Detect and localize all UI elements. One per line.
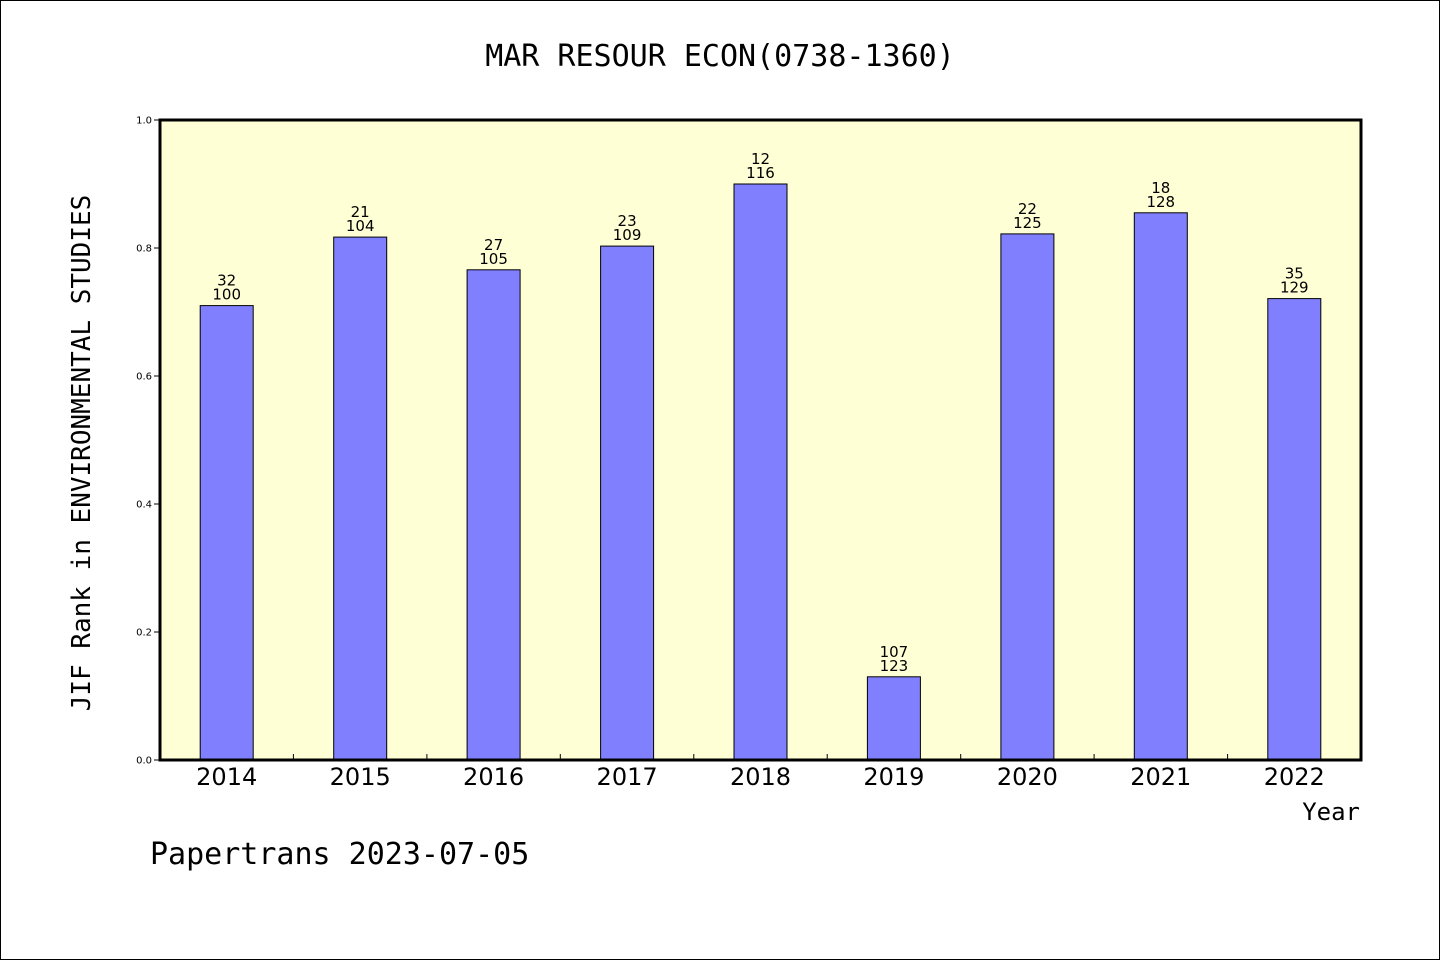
x-tick-label-2019: 2019 [863, 763, 924, 791]
x-tick-label-2016: 2016 [463, 763, 524, 791]
y-tick-label: 0.6 [136, 372, 152, 383]
data-label-rank-2022: 35 [1285, 265, 1304, 283]
data-label-rank-2017: 23 [618, 212, 637, 230]
footer-credit: Papertrans 2023-07-05 [150, 837, 529, 872]
bars-layer [199, 183, 1322, 761]
y-tick-label: 0.8 [136, 244, 152, 255]
y-axis-label: JIF Rank in ENVIRONMENTAL STUDIES [67, 195, 97, 712]
bar-2015 [333, 236, 388, 761]
data-label-rank-2016: 27 [484, 236, 503, 254]
x-tick-label-2018: 2018 [730, 763, 791, 791]
data-label-total-2017: 109 [613, 226, 642, 244]
bar-2018 [733, 183, 788, 761]
x-axis: 2014 2015 2016 2017 2018 2019 2020 2021 2022 [196, 754, 1325, 791]
y-tick-label: 1.0 [136, 116, 152, 127]
data-label-rank-2019: 107 [880, 643, 909, 661]
data-label-total-2015: 104 [346, 217, 375, 235]
bar-2021 [1133, 212, 1188, 761]
y-axis: 0.0 0.2 0.4 0.6 0.8 1.0 [136, 116, 160, 767]
bar-2017 [600, 245, 655, 761]
data-label-total-2016: 105 [479, 250, 508, 268]
bar-2016 [466, 269, 521, 761]
x-tick-label-2020: 2020 [997, 763, 1058, 791]
plot-border [158, 118, 1363, 762]
data-label-rank-2015: 21 [351, 203, 370, 221]
data-label-rank-2014: 32 [217, 272, 236, 290]
data-label-total-2021: 128 [1146, 193, 1175, 211]
bar-2014 [199, 305, 254, 761]
x-tick-label-2022: 2022 [1264, 763, 1325, 791]
chart-title: MAR RESOUR ECON(0738-1360) [485, 39, 955, 74]
y-tick-label: 0.2 [136, 628, 152, 639]
x-axis-label: Year [1302, 798, 1360, 826]
data-labels-layer: 3210021104271052310912116107123221251812… [212, 150, 1308, 675]
x-tick-label-2015: 2015 [330, 763, 391, 791]
data-label-rank-2018: 12 [751, 150, 770, 168]
bar-2019 [866, 676, 921, 761]
data-label-total-2014: 100 [212, 286, 241, 304]
data-label-rank-2020: 22 [1018, 200, 1037, 218]
data-label-total-2019: 123 [880, 657, 909, 675]
data-label-total-2020: 125 [1013, 214, 1042, 232]
bar-2022 [1267, 298, 1322, 761]
data-label-total-2022: 129 [1280, 279, 1309, 297]
bar-2020 [1000, 233, 1055, 761]
x-tick-label-2014: 2014 [196, 763, 257, 791]
data-label-rank-2021: 18 [1151, 179, 1170, 197]
y-tick-label: 0.4 [136, 500, 152, 511]
data-label-total-2018: 116 [746, 164, 775, 182]
x-tick-label-2017: 2017 [597, 763, 658, 791]
x-tick-label-2021: 2021 [1130, 763, 1191, 791]
y-tick-label: 0.0 [136, 756, 152, 767]
